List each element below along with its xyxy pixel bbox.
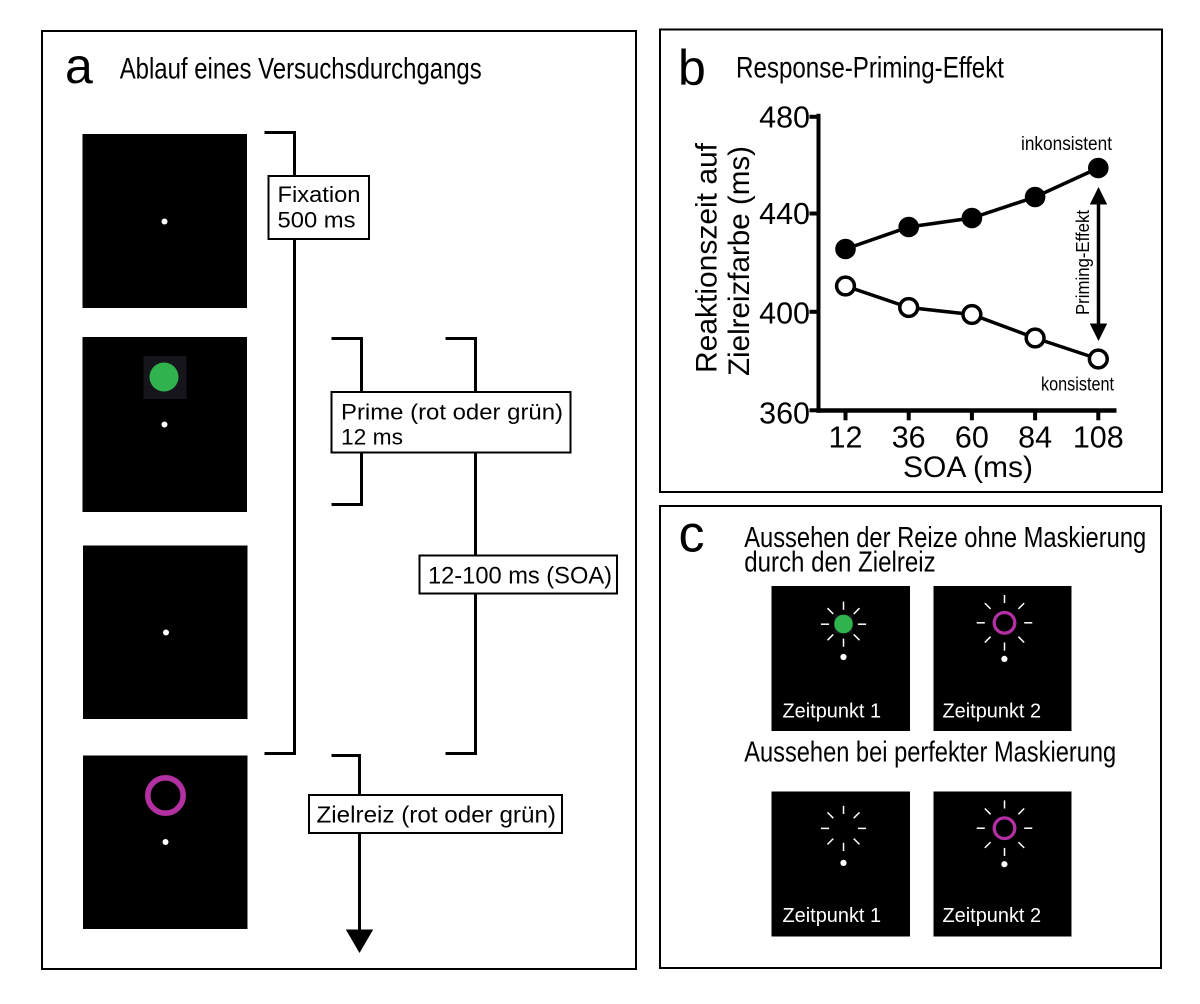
svg-text:360: 360 (759, 397, 810, 431)
svg-text:440: 440 (759, 197, 810, 231)
svg-text:84: 84 (1018, 421, 1052, 455)
svg-text:Prime (rot oder grün): Prime (rot oder grün) (341, 400, 563, 425)
svg-text:Zeitpunkt 1: Zeitpunkt 1 (783, 905, 882, 927)
svg-text:Zeitpunkt 1: Zeitpunkt 1 (783, 701, 882, 723)
svg-text:Aussehen der Reize ohne Maskie: Aussehen der Reize ohne Maskierung (744, 522, 1146, 554)
svg-text:480: 480 (759, 101, 810, 135)
svg-text:Response-Priming-Effekt: Response-Priming-Effekt (736, 52, 1005, 85)
svg-text:12-100 ms (SOA): 12-100 ms (SOA) (428, 563, 612, 590)
svg-text:Fixation: Fixation (278, 182, 361, 207)
svg-text:Zeitpunkt 2: Zeitpunkt 2 (943, 905, 1042, 927)
svg-text:Ablauf eines Versuchsdurchgang: Ablauf eines Versuchsdurchgangs (120, 53, 482, 86)
svg-text:500 ms: 500 ms (278, 208, 356, 233)
svg-text:b: b (678, 40, 706, 96)
svg-text:Zielreiz (rot oder grün): Zielreiz (rot oder grün) (317, 802, 557, 828)
svg-text:Aussehen bei perfekter Maskier: Aussehen bei perfekter Maskierung (744, 737, 1116, 769)
svg-text:a: a (65, 38, 93, 94)
svg-text:36: 36 (892, 421, 926, 455)
svg-text:108: 108 (1073, 421, 1124, 455)
svg-text:Zeitpunkt 2: Zeitpunkt 2 (943, 701, 1042, 723)
svg-text:60: 60 (955, 421, 989, 455)
svg-text:Priming-Effekt: Priming-Effekt (1073, 210, 1093, 315)
svg-text:inkonsistent: inkonsistent (1021, 134, 1113, 155)
svg-text:SOA (ms): SOA (ms) (903, 451, 1033, 484)
svg-text:c: c (679, 506, 705, 564)
svg-text:Reaktionszeit auf: Reaktionszeit auf (691, 142, 724, 373)
svg-text:konsistent: konsistent (1041, 375, 1115, 396)
svg-text:durch den Zielreiz: durch den Zielreiz (744, 547, 936, 579)
svg-text:12: 12 (829, 421, 863, 455)
svg-text:400: 400 (759, 296, 810, 330)
svg-text:12 ms: 12 ms (341, 425, 403, 450)
svg-text:Zielreizfarbe (ms): Zielreizfarbe (ms) (723, 146, 756, 376)
